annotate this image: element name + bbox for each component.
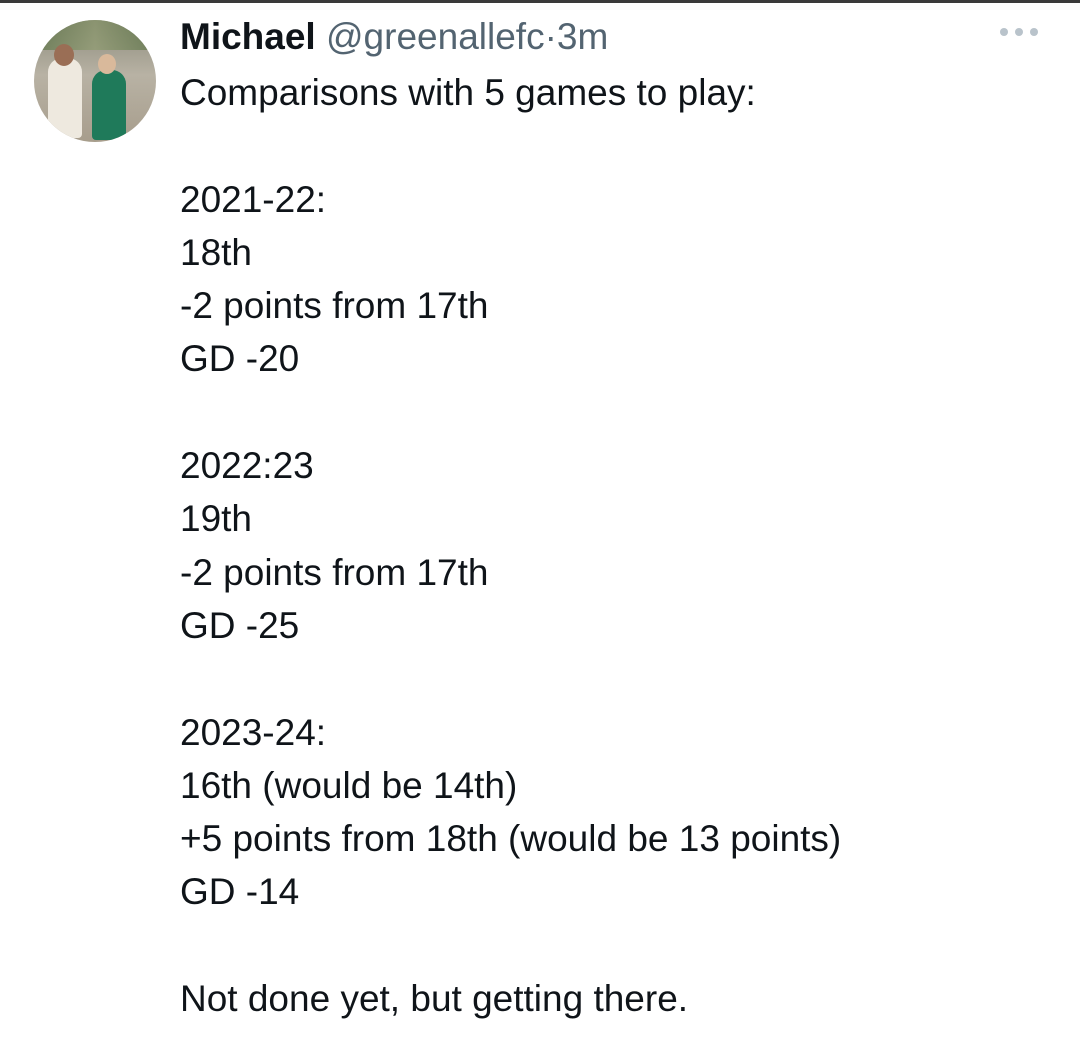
timestamp[interactable]: 3m bbox=[556, 16, 609, 57]
tweet-header: Michael @greenallefc·3m bbox=[180, 14, 608, 60]
avatar[interactable] bbox=[34, 20, 156, 142]
ellipsis-icon bbox=[1030, 28, 1038, 36]
avatar-head-right bbox=[98, 54, 116, 74]
top-divider bbox=[0, 0, 1080, 3]
tweet-text: Comparisons with 5 games to play: 2021-2… bbox=[180, 72, 842, 1020]
ellipsis-icon bbox=[1015, 28, 1023, 36]
author-name[interactable]: Michael bbox=[180, 16, 316, 57]
avatar-person-right bbox=[92, 70, 126, 140]
more-options-button[interactable] bbox=[1000, 28, 1038, 36]
author-handle[interactable]: @greenallefc bbox=[326, 16, 545, 57]
ellipsis-icon bbox=[1000, 28, 1008, 36]
separator: · bbox=[544, 16, 557, 57]
avatar-head-left bbox=[54, 44, 74, 66]
avatar-foliage bbox=[34, 20, 156, 50]
avatar-person-left bbox=[48, 58, 82, 138]
